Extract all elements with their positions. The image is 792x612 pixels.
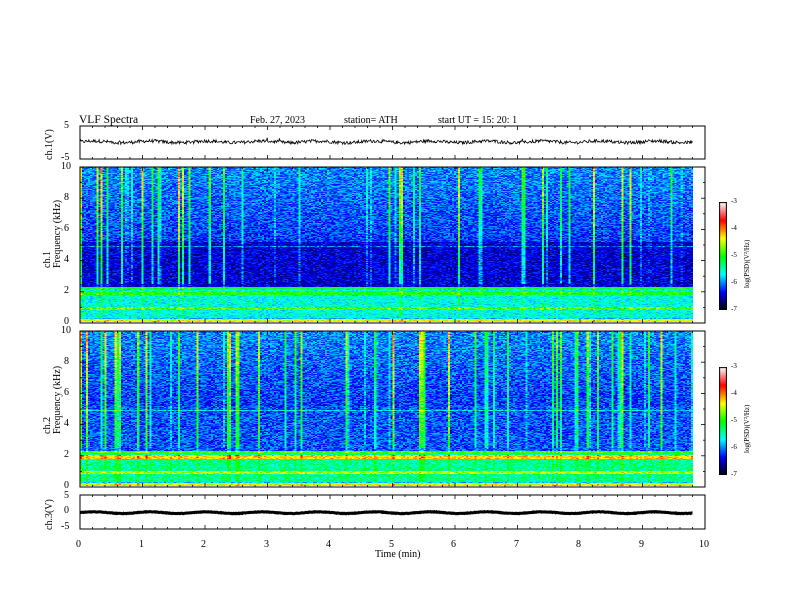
spec1-ytick-4: 4 — [64, 254, 69, 265]
cbar1-tick-m3: -3 — [731, 197, 737, 205]
cbar2-label: log(PSD)(V²/Hz) — [743, 404, 751, 453]
ch3-axis-label: ch.3(V) — [44, 499, 55, 530]
ch1-axis-label: ch.1(V) — [44, 129, 55, 160]
spec2-ytick-8: 8 — [64, 356, 69, 367]
ch1-waveform-line — [79, 137, 693, 146]
spec2-ytick-0: 0 — [64, 480, 69, 491]
cbar2-tick-m5: -5 — [731, 416, 737, 424]
panel-frame-2 — [79, 330, 706, 488]
xtick-9: 9 — [639, 539, 644, 550]
cbar1-tick-m7: -7 — [731, 305, 737, 313]
xtick-8: 8 — [576, 539, 581, 550]
spec1-ytick-10: 10 — [61, 161, 71, 172]
spec1-ytick-8: 8 — [64, 192, 69, 203]
cbar2-tick-m7: -7 — [731, 470, 737, 478]
axes-frames — [79, 125, 706, 530]
spec1-ytick-2: 2 — [64, 285, 69, 296]
ch1-colorbar — [719, 202, 727, 310]
cbar1-label: log(PSD)(V²/Hz) — [743, 239, 751, 288]
chart-title: VLF Spectra — [79, 114, 139, 126]
ch3-ytick-0: 0 — [64, 505, 69, 516]
cbar2-tick-m3: -3 — [731, 362, 737, 370]
spec1-ytick-0: 0 — [64, 316, 69, 327]
spec1-axis-label: Frequency (kHz) — [52, 199, 63, 268]
ch3-ytick-neg5: -5 — [61, 521, 70, 532]
xtick-5: 5 — [389, 539, 394, 550]
ch2-colorbar — [719, 367, 727, 475]
ch2-spectrogram-image — [80, 331, 693, 486]
spec2-ytick-2: 2 — [64, 449, 69, 460]
x-axis-label: Time (min) — [375, 549, 421, 560]
xtick-2: 2 — [201, 539, 206, 550]
xtick-4: 4 — [326, 539, 331, 550]
xtick-7: 7 — [514, 539, 519, 550]
ch1-ytick-neg5: -5 — [61, 152, 70, 163]
cbar2-tick-m4: -4 — [731, 389, 737, 397]
xtick-6: 6 — [451, 539, 456, 550]
start-ut-label: start UT = 15: 20: 1 — [438, 115, 518, 126]
xtick-1: 1 — [139, 539, 144, 550]
spec2-axis-label: Frequency (kHz) — [52, 365, 63, 434]
xtick-3: 3 — [264, 539, 269, 550]
ch1-spectrogram-image — [80, 167, 693, 322]
spec2-ytick-6: 6 — [64, 387, 69, 398]
ch3-waveform-line — [79, 509, 693, 516]
cbar1-tick-m5: -5 — [731, 251, 737, 259]
station-label: station= ATH — [344, 115, 398, 126]
ch1-waveform-path — [79, 137, 693, 146]
axis-ticks — [79, 126, 706, 529]
spec2-ytick-4: 4 — [64, 418, 69, 429]
date-label: Feb. 27, 2023 — [250, 115, 305, 126]
spec1-ytick-6: 6 — [64, 223, 69, 234]
cbar1-tick-m4: -4 — [731, 224, 737, 232]
ch1-ytick-5: 5 — [64, 120, 69, 131]
spec2-ytick-10: 10 — [61, 325, 71, 336]
cbar2-tick-m6: -6 — [731, 443, 737, 451]
cbar1-tick-m6: -6 — [731, 278, 737, 286]
ch3-ytick-5: 5 — [64, 490, 69, 501]
ch3-waveform-path — [79, 509, 693, 516]
panel-frame-1 — [79, 166, 706, 324]
xtick-10: 10 — [699, 539, 709, 550]
xtick-0: 0 — [76, 539, 81, 550]
